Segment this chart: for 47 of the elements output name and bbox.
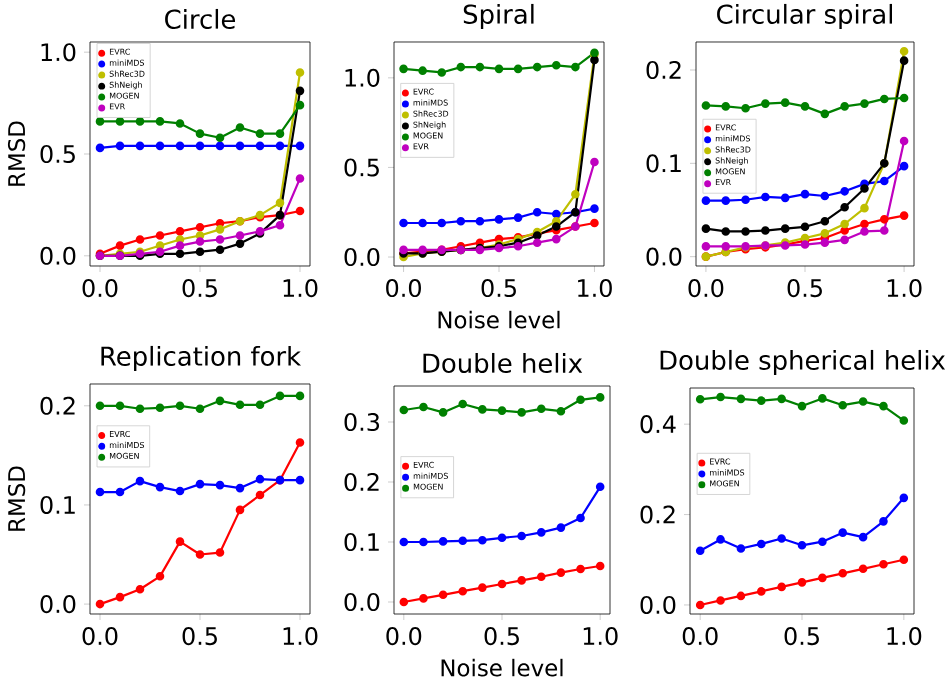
y-tick-label: 0.0: [344, 592, 380, 612]
y-tick-label: 0.4: [640, 415, 676, 434]
y-tick-label: 0.3: [344, 412, 380, 432]
y-tick-label: 0.0: [40, 246, 76, 265]
x-tick-label: 0.0: [82, 279, 118, 298]
y-tick-label: 0.5: [344, 158, 379, 177]
x-tick-label: 1.0: [583, 627, 618, 646]
x-tick-label: 0.0: [688, 279, 724, 298]
y-tick-label: 0.1: [344, 532, 379, 552]
chart-title: Double spherical helix: [660, 349, 946, 375]
x-axis-title: Noise level: [441, 658, 563, 677]
chart-title: Circular spiral: [717, 3, 893, 29]
y-tick-label: 1.0: [41, 43, 76, 62]
y-tick-label: 0.2: [646, 60, 681, 80]
y-tick-label: 0.1: [646, 154, 681, 173]
x-tick-label: 0.0: [82, 627, 118, 646]
y-tick-label: 0.2: [344, 472, 379, 492]
y-tick-label: 0.0: [344, 247, 380, 267]
x-tick-label: 1.0: [887, 627, 922, 646]
y-tick-label: 0.2: [640, 505, 675, 524]
x-tick-label: 0.5: [484, 627, 519, 646]
chart-title: Spiral: [463, 3, 534, 29]
x-tick-label: 0.5: [182, 279, 217, 298]
x-tick-label: 0.0: [682, 627, 718, 646]
y-axis-title: RMSD: [7, 121, 26, 186]
y-tick-label: 0.2: [40, 396, 75, 415]
x-tick-label: 1.0: [283, 627, 318, 646]
x-tick-label: 0.5: [182, 627, 217, 646]
y-tick-label: 0.0: [40, 595, 76, 614]
chart-title: Replication fork: [101, 345, 302, 371]
y-tick-label: 0.5: [40, 144, 75, 164]
chart-title: Circle: [165, 8, 236, 30]
x-tick-label: 0.5: [787, 279, 822, 298]
x-axis-title: Noise level: [438, 310, 560, 329]
x-tick-label: 1.0: [887, 279, 922, 298]
y-tick-label: 0.1: [40, 495, 75, 514]
x-tick-label: 1.0: [578, 279, 612, 298]
x-tick-label: 0.0: [386, 279, 421, 298]
y-tick-label: 1.0: [345, 68, 380, 87]
chart-title: Double helix: [423, 352, 583, 374]
x-tick-label: 0.0: [386, 627, 422, 646]
y-tick-label: 0.0: [640, 595, 676, 615]
x-tick-label: 1.0: [283, 279, 318, 298]
x-tick-label: 0.5: [481, 279, 516, 298]
x-tick-label: 0.5: [784, 627, 819, 646]
y-tick-label: 0.0: [646, 247, 682, 266]
y-axis-title: RMSD: [7, 466, 26, 531]
